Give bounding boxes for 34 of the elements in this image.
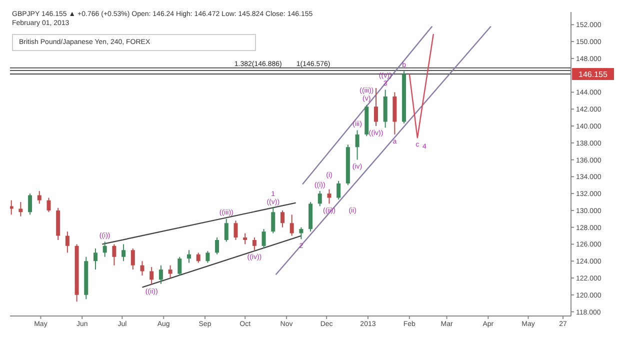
- candlestick: [46, 197, 51, 213]
- candlestick: [10, 200, 14, 216]
- candlestick: [336, 180, 341, 200]
- candlestick: [299, 226, 304, 240]
- candlestick: [355, 130, 360, 160]
- ref-line-label: 146.155: [578, 70, 608, 80]
- candlestick: [37, 190, 42, 204]
- candlestick: [168, 264, 172, 278]
- candlestick: [215, 236, 220, 255]
- candlestick: [102, 241, 107, 258]
- candlestick: [186, 250, 191, 264]
- candlestick: [243, 232, 248, 245]
- candlestick: [140, 260, 144, 276]
- candlestick: [28, 193, 32, 216]
- candlestick: [158, 264, 163, 284]
- candlestick: [65, 231, 70, 254]
- candlestick: [130, 248, 135, 270]
- candlestick: [234, 220, 238, 240]
- candlestick: [290, 214, 294, 236]
- candlestick: [374, 88, 378, 126]
- candlestick: [112, 244, 116, 266]
- candlestick: [252, 236, 256, 251]
- candlestick: [262, 228, 266, 249]
- candlestick: [122, 244, 126, 262]
- candlestick: [271, 207, 276, 234]
- candlestick: [224, 218, 228, 242]
- candlestick: [318, 190, 322, 207]
- candlestick: [327, 188, 332, 204]
- candlestick: [196, 252, 200, 264]
- candlestick: [280, 210, 284, 228]
- candlestick: [93, 248, 98, 270]
- candlestick: [206, 250, 210, 264]
- candlestick: [178, 256, 182, 276]
- candlestick: [150, 266, 154, 286]
